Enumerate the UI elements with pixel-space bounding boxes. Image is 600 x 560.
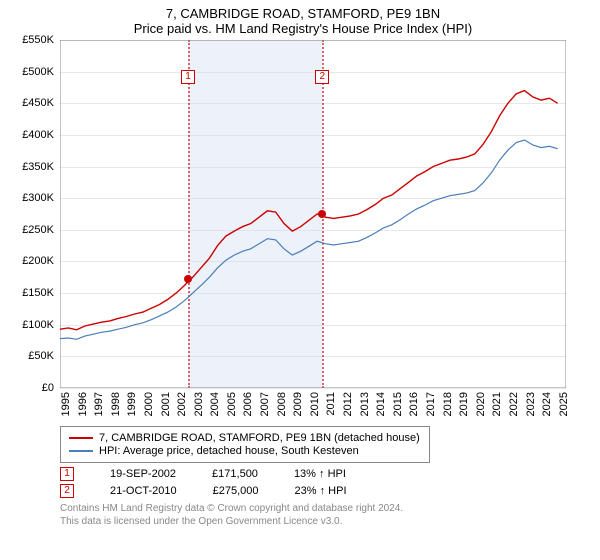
y-tick-label: £200K: [12, 255, 54, 267]
chart-area: £0£50K£100K£150K£200K£250K£300K£350K£400…: [16, 40, 586, 420]
y-tick-label: £450K: [12, 97, 54, 109]
y-tick-label: £350K: [12, 161, 54, 173]
sale-marker: 1: [181, 70, 195, 84]
legend-item: HPI: Average price, detached house, Sout…: [69, 445, 421, 457]
legend: 7, CAMBRIDGE ROAD, STAMFORD, PE9 1BN (de…: [60, 426, 430, 463]
y-tick-label: £0: [12, 382, 54, 394]
y-tick-label: £150K: [12, 287, 54, 299]
x-tick-label: 2005: [226, 392, 238, 416]
x-tick-label: 2018: [442, 392, 454, 416]
x-tick-label: 2001: [160, 392, 172, 416]
sale-point: [184, 275, 192, 283]
x-tick-label: 2007: [259, 392, 271, 416]
x-tick-label: 2017: [425, 392, 437, 416]
x-tick-label: 1997: [93, 392, 105, 416]
y-tick-label: £550K: [12, 34, 54, 46]
sale-price: £171,500: [212, 468, 258, 480]
x-tick-label: 2009: [292, 392, 304, 416]
x-tick-label: 2014: [375, 392, 387, 416]
x-tick-label: 2004: [209, 392, 221, 416]
x-tick-label: 1996: [77, 392, 89, 416]
gridline: [60, 388, 566, 389]
y-tick-label: £50K: [12, 350, 54, 362]
x-tick-label: 2002: [176, 392, 188, 416]
sale-marker: 2: [315, 70, 329, 84]
y-tick-label: £100K: [12, 319, 54, 331]
x-tick-label: 2025: [558, 392, 570, 416]
x-tick-label: 2020: [475, 392, 487, 416]
plot-svg: [60, 40, 566, 388]
y-tick-label: £500K: [12, 66, 54, 78]
x-tick-label: 2022: [508, 392, 520, 416]
x-tick-label: 1998: [110, 392, 122, 416]
x-tick-label: 2016: [408, 392, 420, 416]
x-tick-label: 2015: [392, 392, 404, 416]
x-tick-label: 2021: [491, 392, 503, 416]
legend-item: 7, CAMBRIDGE ROAD, STAMFORD, PE9 1BN (de…: [69, 432, 421, 444]
x-tick-label: 2011: [325, 392, 337, 416]
legend-label: 7, CAMBRIDGE ROAD, STAMFORD, PE9 1BN (de…: [99, 432, 420, 444]
copyright-line-1: Contains HM Land Registry data © Crown c…: [60, 502, 590, 515]
x-tick-label: 2006: [242, 392, 254, 416]
chart-title: 7, CAMBRIDGE ROAD, STAMFORD, PE9 1BN: [16, 6, 590, 21]
copyright-line-2: This data is licensed under the Open Gov…: [60, 515, 590, 528]
chart-subtitle: Price paid vs. HM Land Registry's House …: [16, 21, 590, 36]
sale-date: 21-OCT-2010: [110, 485, 177, 497]
sale-hpi: 13% ↑ HPI: [294, 468, 346, 480]
sale-hpi: 23% ↑ HPI: [295, 485, 347, 497]
copyright: Contains HM Land Registry data © Crown c…: [60, 502, 590, 528]
sale-date: 19-SEP-2002: [110, 468, 176, 480]
sale-row: 2 21-OCT-2010 £275,000 23% ↑ HPI: [60, 484, 590, 498]
legend-swatch: [69, 437, 93, 439]
x-tick-label: 2013: [359, 392, 371, 416]
y-tick-label: £400K: [12, 129, 54, 141]
x-tick-label: 2012: [342, 392, 354, 416]
sale-price: £275,000: [213, 485, 259, 497]
sale-row-marker: 1: [60, 467, 74, 481]
x-tick-label: 2010: [309, 392, 321, 416]
x-tick-label: 2003: [193, 392, 205, 416]
legend-swatch: [69, 450, 93, 452]
sale-row: 1 19-SEP-2002 £171,500 13% ↑ HPI: [60, 467, 590, 481]
series-line: [60, 140, 558, 339]
x-tick-label: 1999: [126, 392, 138, 416]
sale-point: [318, 210, 326, 218]
x-tick-label: 1995: [60, 392, 72, 416]
legend-label: HPI: Average price, detached house, Sout…: [99, 445, 359, 457]
sale-row-marker: 2: [60, 484, 74, 498]
x-tick-label: 2024: [541, 392, 553, 416]
x-tick-label: 2000: [143, 392, 155, 416]
x-tick-label: 2023: [525, 392, 537, 416]
x-tick-label: 2019: [458, 392, 470, 416]
series-line: [60, 91, 558, 330]
x-tick-label: 2008: [276, 392, 288, 416]
y-tick-label: £300K: [12, 192, 54, 204]
y-tick-label: £250K: [12, 224, 54, 236]
